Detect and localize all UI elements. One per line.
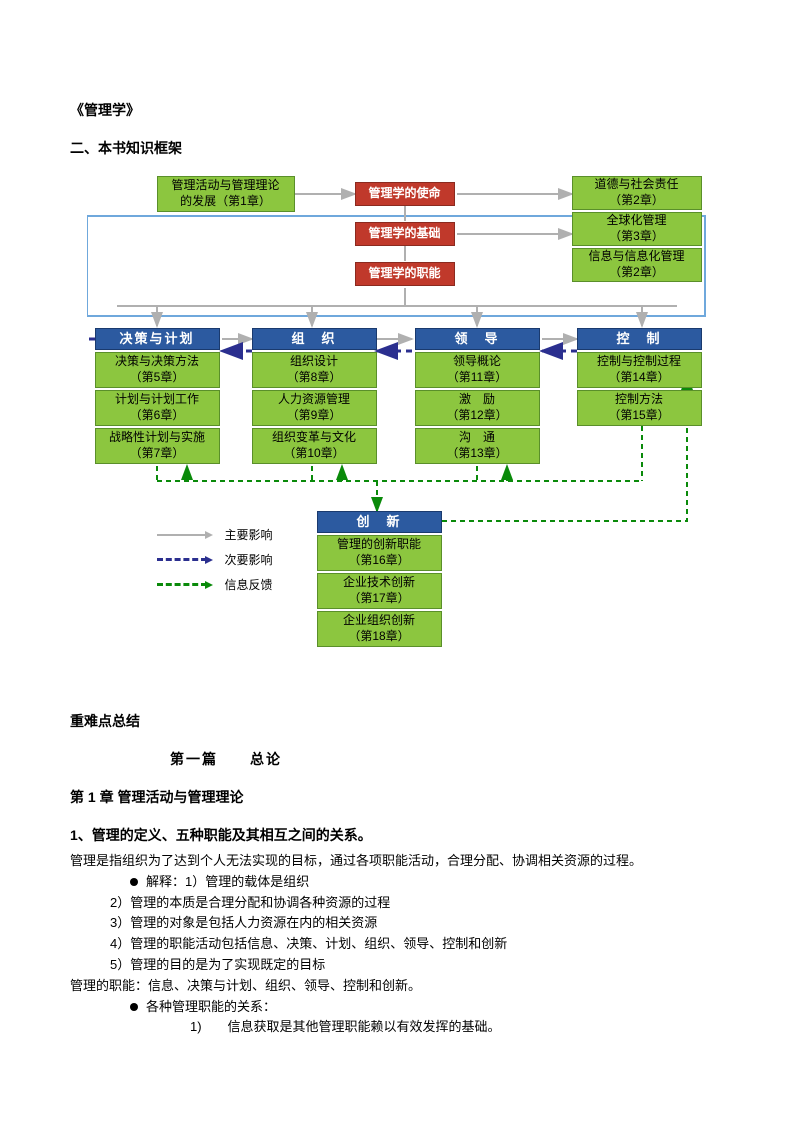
node-basis: 管理学的基础 (355, 222, 455, 246)
node-ch18: 企业组织创新 （第18章） (317, 611, 442, 647)
bullet-3: 3）管理的对象是包括人力资源在内的相关资源 (110, 913, 723, 934)
node-text: （第16章） (348, 553, 409, 569)
node-text: 战略性计划与实施 (109, 430, 205, 446)
node-text: （第14章） (608, 370, 669, 386)
node-ch7: 战略性计划与实施 （第7章） (95, 428, 220, 464)
node-text: （第3章） (609, 229, 664, 245)
node-text: 组织变革与文化 (272, 430, 356, 446)
question-1-title: 1、管理的定义、五种职能及其相互之间的关系。 (70, 825, 723, 845)
summary-heading: 重难点总结 (70, 711, 723, 731)
para-2: 管理的职能：信息、决策与计划、组织、领导、控制和创新。 (70, 976, 723, 997)
node-history: 管理活动与管理理论 的发展（第1章） (157, 176, 295, 212)
node-text: 人力资源管理 (278, 392, 350, 408)
node-ch16: 管理的创新职能 （第16章） (317, 535, 442, 571)
node-text: 控制与控制过程 (597, 354, 681, 370)
node-ch17: 企业技术创新 （第17章） (317, 573, 442, 609)
bullet-4: 4）管理的职能活动包括信息、决策、计划、组织、领导、控制和创新 (110, 934, 723, 955)
col-header-control: 控 制 (577, 328, 702, 350)
node-text: 信息与信息化管理 (588, 249, 684, 265)
node-text: 控制方法 (615, 392, 663, 408)
node-text: （第10章） (283, 446, 344, 462)
node-text: 企业技术创新 (343, 575, 415, 591)
node-text: 决策与决策方法 (115, 354, 199, 370)
node-text: 的发展（第1章） (180, 194, 271, 210)
node-text: （第9章） (287, 408, 342, 424)
node-ch8: 组织设计 （第8章） (252, 352, 377, 388)
legend-label-green: 信息反馈 (225, 576, 273, 593)
node-text: （第12章） (446, 408, 507, 424)
node-text: （第15章） (608, 408, 669, 424)
node-ch12: 激 励 （第12章） (415, 390, 540, 426)
node-ch10: 组织变革与文化 （第10章） (252, 428, 377, 464)
node-ch9: 人力资源管理 （第9章） (252, 390, 377, 426)
node-text: （第2章） (609, 193, 664, 209)
bullet-6: 各种管理职能的关系： (130, 997, 723, 1018)
node-text: 管理的创新职能 (337, 537, 421, 553)
node-ch15: 控制方法 （第15章） (577, 390, 702, 426)
node-text: 领导概论 (453, 354, 501, 370)
node-text: （第5章） (130, 370, 185, 386)
legend: 主要影响 次要影响 信息反馈 (157, 526, 273, 601)
node-text: （第18章） (348, 629, 409, 645)
node-text: （第17章） (348, 591, 409, 607)
bullet-text: 各种管理职能的关系： (146, 999, 276, 1014)
col-header-lead: 领 导 (415, 328, 540, 350)
node-text: 沟 通 (459, 430, 495, 446)
bullet-7: 1) 信息获取是其他管理职能赖以有效发挥的基础。 (190, 1017, 723, 1038)
node-ch6: 计划与计划工作 （第6章） (95, 390, 220, 426)
node-text: （第6章） (130, 408, 185, 424)
legend-label-solid: 主要影响 (225, 526, 273, 543)
doc-section: 二、本书知识框架 (70, 138, 723, 158)
doc-title: 《管理学》 (70, 100, 723, 120)
legend-line-purple (157, 558, 207, 561)
node-global: 全球化管理 （第3章） (572, 212, 702, 246)
framework-diagram: 管理活动与管理理论 的发展（第1章） 管理学的使命 管理学的基础 管理学的职能 … (87, 176, 707, 671)
col-header-decision: 决策与计划 (95, 328, 220, 350)
col-header-innov: 创 新 (317, 511, 442, 533)
node-info: 信息与信息化管理 （第2章） (572, 248, 702, 282)
legend-label-purple: 次要影响 (225, 551, 273, 568)
bullet-5: 5）管理的目的是为了实现既定的目标 (110, 955, 723, 976)
bullet-1: 解释：1）管理的载体是组织 (130, 872, 723, 893)
part-heading: 第一篇 总论 (170, 749, 723, 769)
node-text: 企业组织创新 (343, 613, 415, 629)
node-text: 全球化管理 (606, 213, 666, 229)
node-ch11: 领导概论 （第11章） (415, 352, 540, 388)
node-text: （第13章） (446, 446, 507, 462)
bullet-text: 解释：1）管理的载体是组织 (146, 874, 309, 889)
node-ch5: 决策与决策方法 （第5章） (95, 352, 220, 388)
node-ethics: 道德与社会责任 （第2章） (572, 176, 702, 210)
chapter-heading: 第 1 章 管理活动与管理理论 (70, 787, 723, 807)
node-mission: 管理学的使命 (355, 182, 455, 206)
node-text: 激 励 (459, 392, 495, 408)
node-text: （第2章） (609, 265, 664, 281)
col-header-org: 组 织 (252, 328, 377, 350)
legend-line-solid (157, 534, 207, 536)
node-text: （第11章） (447, 370, 507, 386)
node-ch13: 沟 通 （第13章） (415, 428, 540, 464)
node-text: 道德与社会责任 (594, 177, 678, 193)
legend-line-green (157, 583, 207, 586)
node-text: （第7章） (130, 446, 185, 462)
node-text: 管理活动与管理理论 (171, 178, 279, 194)
node-text: 组织设计 (290, 354, 338, 370)
para-1: 管理是指组织为了达到个人无法实现的目标，通过各项职能活动，合理分配、协调相关资源… (70, 851, 723, 872)
node-function: 管理学的职能 (355, 262, 455, 286)
bullet-2: 2）管理的本质是合理分配和协调各种资源的过程 (110, 893, 723, 914)
node-ch14: 控制与控制过程 （第14章） (577, 352, 702, 388)
node-text: 计划与计划工作 (115, 392, 199, 408)
node-text: （第8章） (287, 370, 342, 386)
